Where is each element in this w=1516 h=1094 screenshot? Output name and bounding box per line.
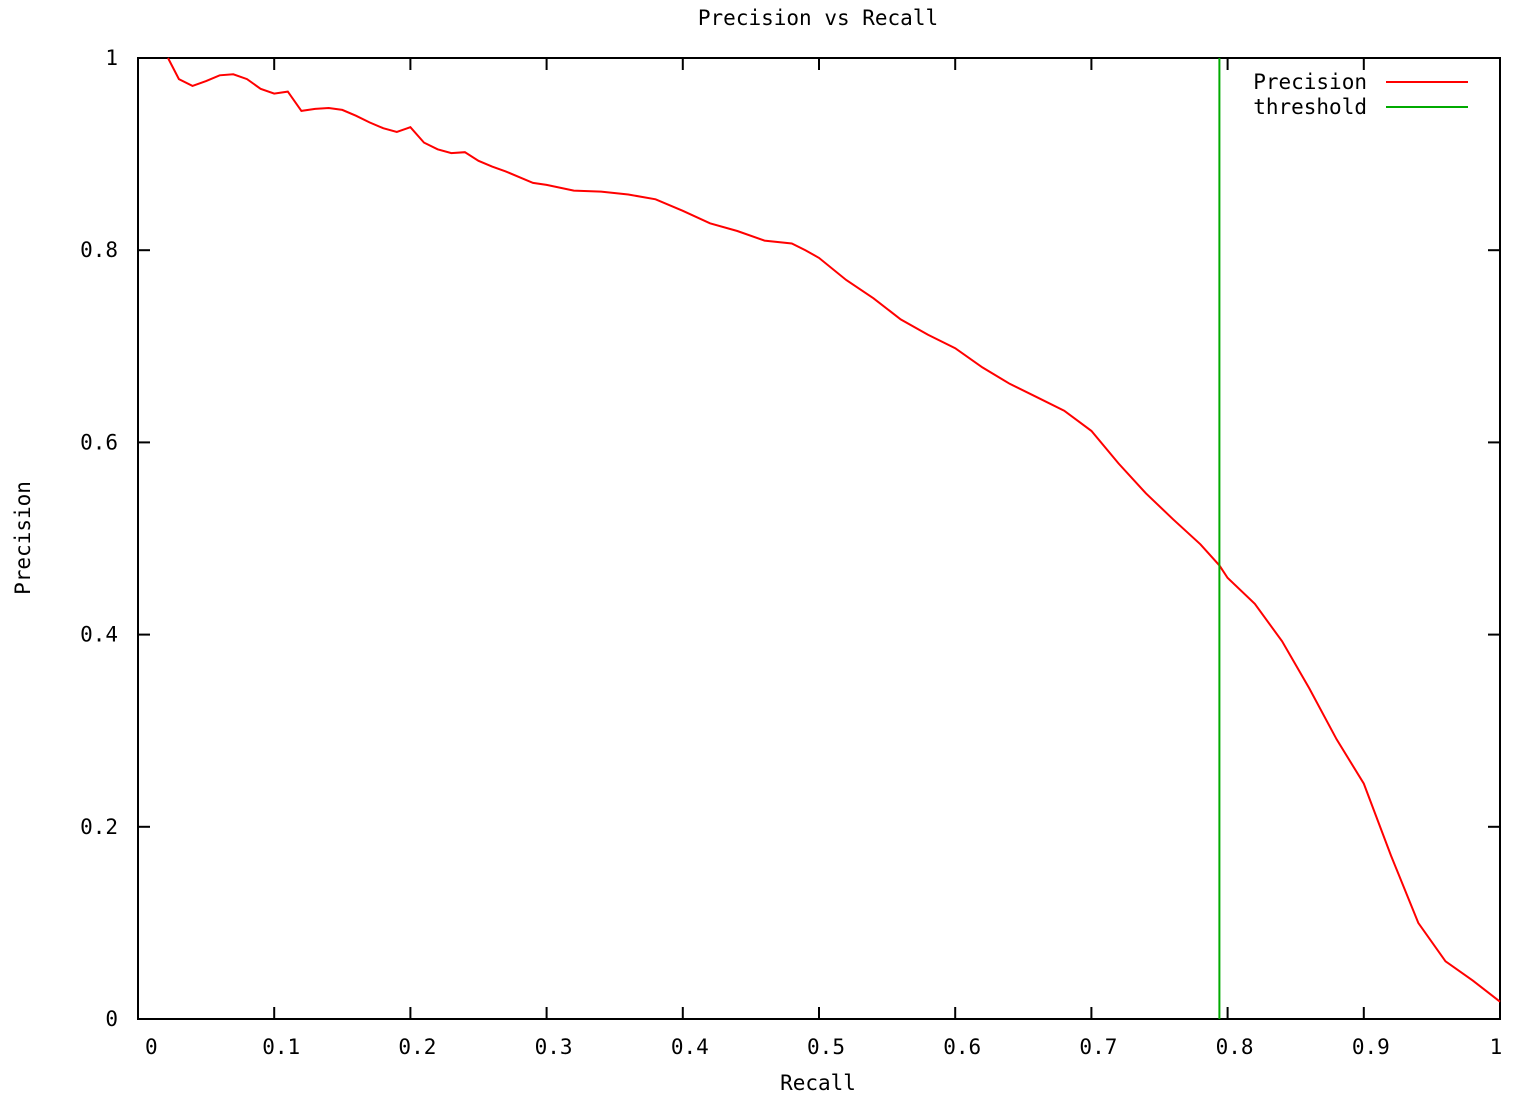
x-tick-label: 0.2 bbox=[398, 1035, 436, 1059]
x-tick-label: 0.6 bbox=[943, 1035, 981, 1059]
x-axis-label: Recall bbox=[780, 1071, 856, 1094]
x-tick-label: 0.5 bbox=[807, 1035, 845, 1059]
y-tick-label: 0.8 bbox=[80, 238, 118, 262]
y-tick-label: 0.4 bbox=[80, 623, 118, 647]
y-axis-label: Precision bbox=[11, 481, 35, 595]
y-tick-label: 0.6 bbox=[80, 430, 118, 454]
y-tick-label: 0.2 bbox=[80, 815, 118, 839]
x-tick-label: 1 bbox=[1490, 1035, 1503, 1059]
x-tick-label: 0.4 bbox=[671, 1035, 709, 1059]
plot-frame bbox=[137, 57, 1501, 1020]
x-tick-label: 0.1 bbox=[262, 1035, 300, 1059]
x-tick-label: 0.9 bbox=[1352, 1035, 1390, 1059]
chart-title: Precision vs Recall bbox=[698, 6, 938, 30]
x-tick-label: 0.7 bbox=[1079, 1035, 1117, 1059]
y-tick-label: 1 bbox=[105, 46, 118, 70]
x-tick-label: 0.8 bbox=[1216, 1035, 1254, 1059]
y-tick-label: 0 bbox=[105, 1007, 118, 1031]
x-tick-label: 0 bbox=[145, 1035, 158, 1059]
legend-label-precision: Precision bbox=[1253, 70, 1367, 94]
x-tick-label: 0.3 bbox=[535, 1035, 573, 1059]
precision-series-line bbox=[167, 57, 1501, 1003]
legend-label-threshold: threshold bbox=[1253, 95, 1367, 119]
